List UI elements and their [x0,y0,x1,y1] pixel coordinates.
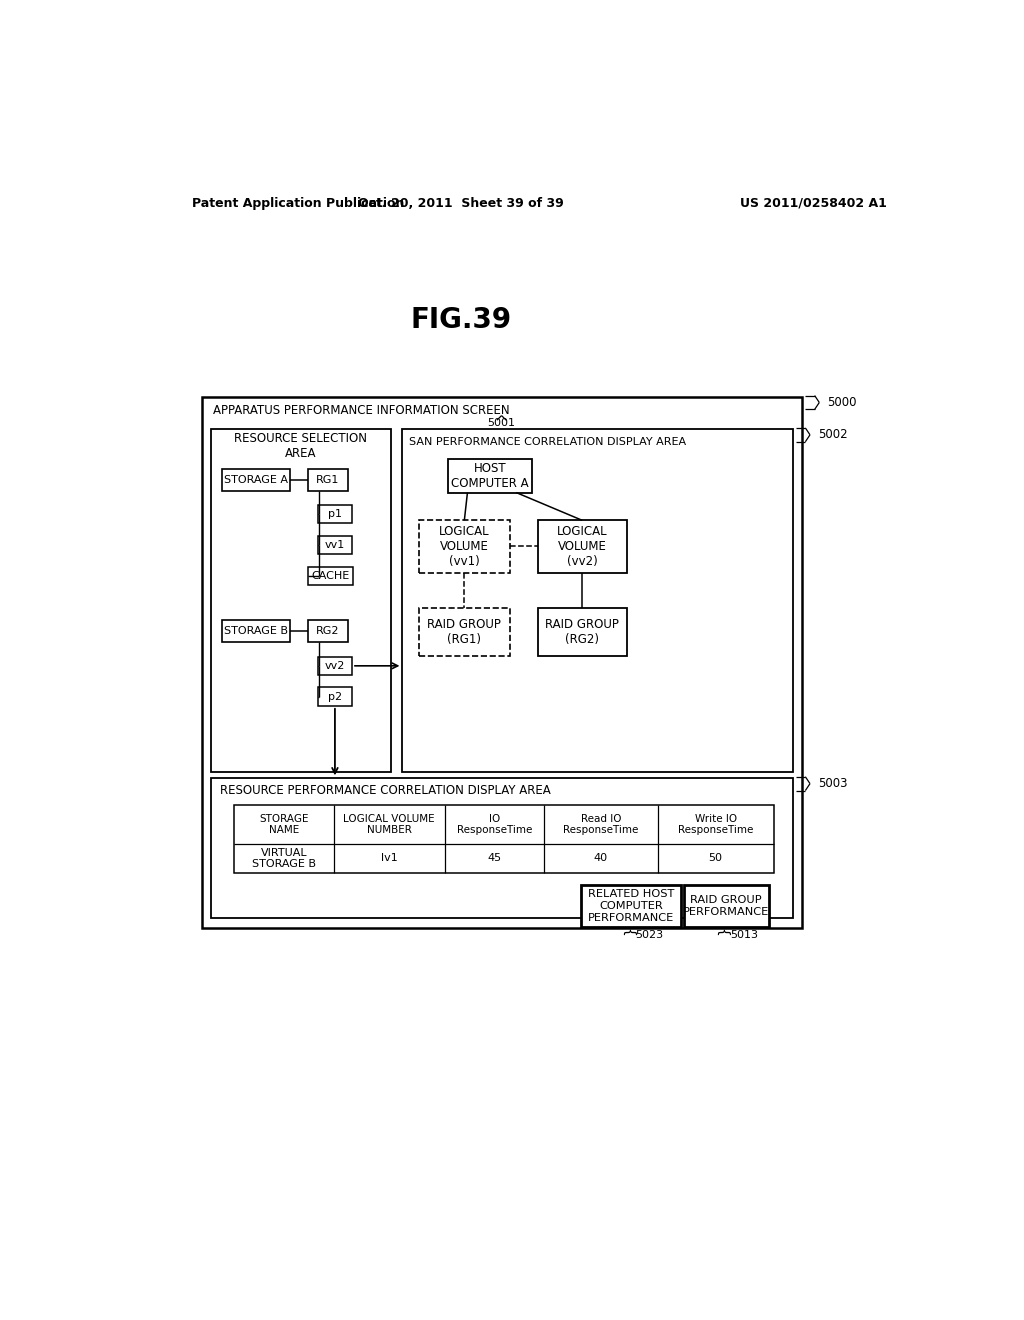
Bar [538,609,627,656]
Bar [234,805,773,873]
Text: vv2: vv2 [325,661,345,671]
Text: RAID GROUP
PERFORMANCE: RAID GROUP PERFORMANCE [683,895,769,917]
Text: 5023: 5023 [636,929,664,940]
Bar [308,470,348,491]
Text: RG1: RG1 [316,475,340,486]
Text: 5013: 5013 [730,929,758,940]
Bar [211,429,391,772]
Text: RAID GROUP
(RG1): RAID GROUP (RG1) [427,618,502,645]
Text: LOGICAL
VOLUME
(vv1): LOGICAL VOLUME (vv1) [439,525,489,568]
Bar [684,884,769,927]
Text: p2: p2 [328,692,342,702]
Text: 50: 50 [709,853,723,863]
Text: STORAGE A: STORAGE A [224,475,288,486]
Text: vv1: vv1 [325,540,345,550]
Text: IO
ResponseTime: IO ResponseTime [457,813,532,836]
Text: RESOURCE PERFORMANCE CORRELATION DISPLAY AREA: RESOURCE PERFORMANCE CORRELATION DISPLAY… [220,784,551,797]
Text: STORAGE
NAME: STORAGE NAME [259,813,309,836]
Bar [449,459,531,492]
Bar [308,620,348,642]
Text: LOGICAL
VOLUME
(vv2): LOGICAL VOLUME (vv2) [557,525,607,568]
Text: CACHE: CACHE [311,570,349,581]
Text: lv1: lv1 [381,853,397,863]
Bar [308,566,352,585]
Bar [582,884,681,927]
Text: 45: 45 [487,853,502,863]
Bar [222,470,290,491]
Bar [202,397,802,928]
Text: Oct. 20, 2011  Sheet 39 of 39: Oct. 20, 2011 Sheet 39 of 39 [358,197,564,210]
Text: RELATED HOST
COMPUTER
PERFORMANCE: RELATED HOST COMPUTER PERFORMANCE [588,890,674,923]
Bar [317,536,352,554]
Text: LOGICAL VOLUME
NUMBER: LOGICAL VOLUME NUMBER [343,813,435,836]
Text: 5002: 5002 [818,428,848,441]
Text: Patent Application Publication: Patent Application Publication [191,197,403,210]
Text: HOST
COMPUTER A: HOST COMPUTER A [452,462,528,490]
Text: Write IO
ResponseTime: Write IO ResponseTime [678,813,754,836]
Text: p1: p1 [328,510,342,519]
Text: VIRTUAL
STORAGE B: VIRTUAL STORAGE B [252,847,316,869]
Bar [317,656,352,675]
Text: 40: 40 [594,853,608,863]
Bar [317,688,352,706]
Text: 5000: 5000 [827,396,856,409]
Bar [419,609,510,656]
Bar [538,520,627,573]
Text: RAID GROUP
(RG2): RAID GROUP (RG2) [545,618,620,645]
Text: {: { [715,928,729,937]
Text: Read IO
ResponseTime: Read IO ResponseTime [563,813,639,836]
Bar [419,520,510,573]
Text: RG2: RG2 [316,626,340,636]
Text: 5001: 5001 [487,417,515,428]
Text: 5003: 5003 [818,777,847,791]
Bar [211,779,793,917]
Text: RESOURCE SELECTION
AREA: RESOURCE SELECTION AREA [234,433,368,461]
Bar [401,429,793,772]
Bar [317,506,352,524]
Text: STORAGE B: STORAGE B [224,626,288,636]
Text: SAN PERFORMANCE CORRELATION DISPLAY AREA: SAN PERFORMANCE CORRELATION DISPLAY AREA [410,437,686,446]
Bar [222,620,290,642]
Text: US 2011/0258402 A1: US 2011/0258402 A1 [740,197,887,210]
Text: {: { [621,928,634,937]
Text: APPARATUS PERFORMANCE INFORMATION SCREEN: APPARATUS PERFORMANCE INFORMATION SCREEN [213,404,510,417]
Text: FIG.39: FIG.39 [411,306,512,334]
